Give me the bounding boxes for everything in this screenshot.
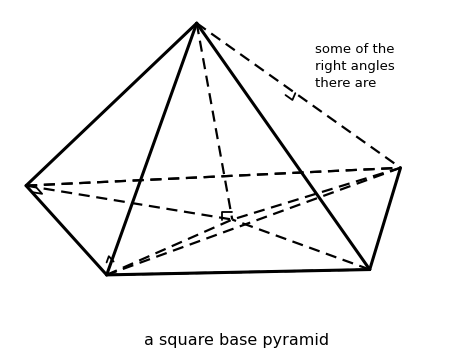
- Text: a square base pyramid: a square base pyramid: [145, 333, 329, 348]
- Text: some of the
right angles
there are: some of the right angles there are: [315, 43, 395, 90]
